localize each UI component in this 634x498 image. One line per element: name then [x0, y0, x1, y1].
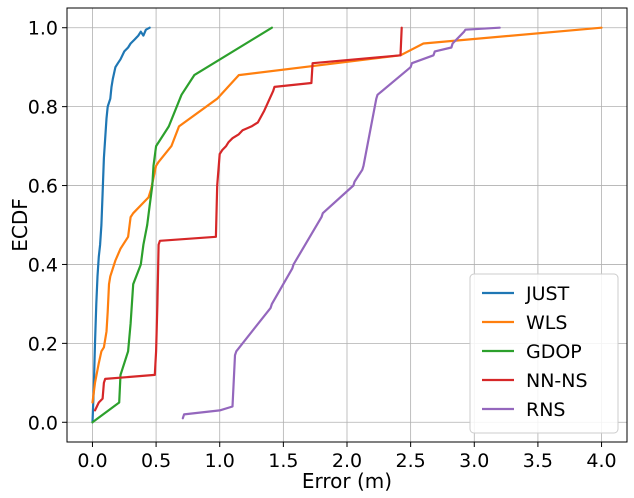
x-tick-label: 2.0 — [332, 450, 362, 472]
y-tick-label: 0.2 — [28, 333, 58, 355]
x-axis-label: Error (m) — [302, 469, 392, 493]
series-line-nn-ns — [93, 26, 403, 412]
legend-label-nn-ns: NN-NS — [526, 370, 588, 392]
series-line-rns — [181, 26, 501, 420]
axis-ticks: 0.0 0.5 1.0 1.5 2.0 2.5 3.0 3.5 4.0 0.0 0.2 0.4 0.6 0… — [28, 18, 617, 472]
x-tick-label: 2.5 — [396, 450, 426, 472]
x-tick-label: 3.5 — [523, 450, 553, 472]
y-tick-label: 0.8 — [28, 97, 58, 119]
x-tick-label: 0.0 — [77, 450, 107, 472]
legend-box — [469, 273, 619, 434]
x-tick-label: 3.0 — [459, 450, 489, 472]
legend-label-wls: WLS — [526, 312, 567, 334]
x-tick-label: 0.5 — [141, 450, 171, 472]
legend-label-rns: RNS — [526, 399, 565, 421]
y-tick-label: 0.4 — [28, 254, 58, 276]
y-tick-label: 1.0 — [28, 18, 58, 40]
x-tick-label: 1.5 — [268, 450, 298, 472]
series-line-gdop — [91, 26, 273, 424]
y-tick-label: 0.6 — [28, 176, 58, 198]
legend: JUST WLS GDOP NN-NS RNS — [469, 273, 619, 434]
y-axis-label: ECDF — [8, 198, 32, 252]
x-tick-label: 4.0 — [586, 450, 616, 472]
legend-label-gdop: GDOP — [526, 341, 582, 363]
series-line-just — [91, 26, 151, 424]
legend-label-just: JUST — [525, 283, 570, 305]
x-tick-label: 1.0 — [205, 450, 235, 472]
series-line-wls — [91, 26, 603, 404]
series-lines — [91, 26, 603, 424]
y-tick-label: 0.0 — [28, 412, 58, 434]
